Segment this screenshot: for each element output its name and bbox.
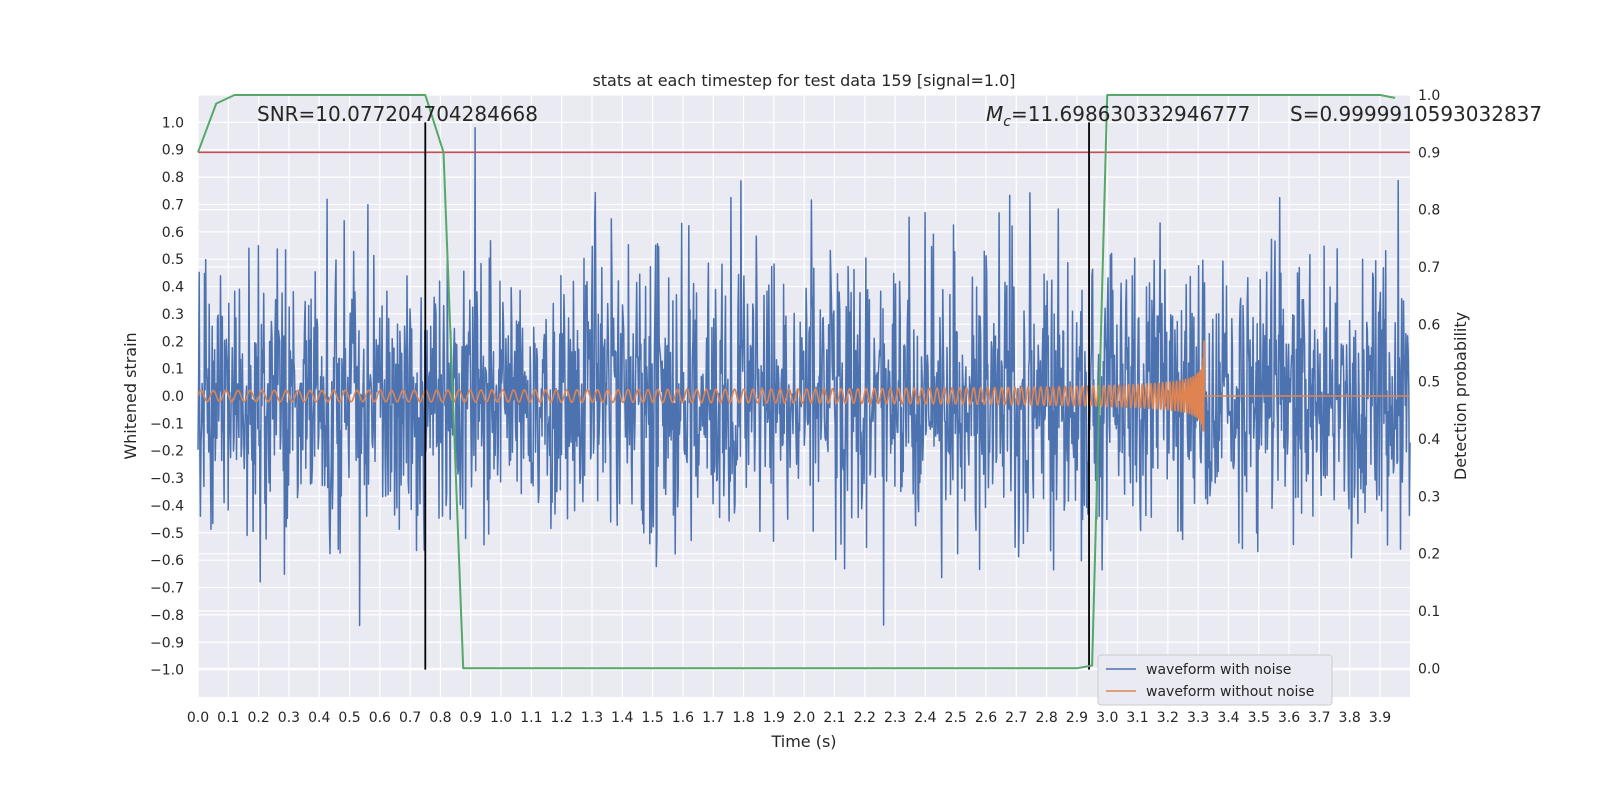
y-tick-label: 0.5: [162, 252, 184, 268]
y-right-tick-label: 0.0: [1418, 661, 1440, 677]
y-tick-label: −0.8: [150, 608, 184, 624]
y-right-tick-label: 0.5: [1418, 375, 1440, 391]
y-right-tick-label: 0.2: [1418, 547, 1440, 563]
x-tick-label: 2.6: [975, 710, 997, 726]
y-tick-label: −0.9: [150, 635, 184, 651]
x-tick-label: 2.2: [854, 710, 876, 726]
x-tick-label: 0.4: [308, 710, 330, 726]
chirp-mass-annotation: Mc=11.698630332946777: [986, 102, 1250, 130]
y-tick-label: −0.2: [150, 444, 184, 460]
legend-label-clean: waveform without noise: [1146, 684, 1314, 700]
y-tick-label: 0.7: [162, 197, 184, 213]
y-tick-label: 0.1: [162, 362, 184, 378]
series-line-probability: [197, 94, 1396, 670]
y-right-tick-label: 0.4: [1418, 432, 1440, 448]
x-tick-label: 1.9: [763, 710, 785, 726]
series-layer: [197, 127, 1411, 627]
statistic-annotation: S=0.9999910593032837: [1290, 102, 1542, 126]
y-tick-label: −0.1: [150, 416, 184, 432]
x-tick-label: 1.5: [641, 710, 663, 726]
y-tick-label: −0.7: [150, 581, 184, 597]
y-tick-label: −0.5: [150, 526, 184, 542]
tick-labels: 0.0 0.1 0.2 0.3 0.4 0.5 0.6 0.7 0.8 0.9 1.0 1.1 1.2 1…: [150, 88, 1440, 726]
x-tick-label: 0.5: [338, 710, 360, 726]
y-right-tick-label: 0.6: [1418, 317, 1440, 333]
x-tick-label: 2.8: [1035, 710, 1057, 726]
x-tick-label: 3.8: [1339, 710, 1361, 726]
y-tick-label: 0.9: [162, 143, 184, 159]
x-tick-label: 1.6: [672, 710, 694, 726]
x-tick-label: 2.9: [1066, 710, 1088, 726]
x-tick-label: 3.1: [1126, 710, 1148, 726]
x-tick-label: 0.3: [278, 710, 300, 726]
x-tick-label: 1.1: [520, 710, 542, 726]
y-right-tick-label: 0.3: [1418, 489, 1440, 505]
y-right-tick-label: 0.9: [1418, 145, 1440, 161]
y-tick-label: 0.8: [162, 170, 184, 186]
x-tick-label: 0.9: [460, 710, 482, 726]
x-tick-label: 1.0: [490, 710, 512, 726]
x-tick-label: 2.3: [884, 710, 906, 726]
x-axis-label: Time (s): [770, 732, 836, 751]
y-right-tick-label: 0.1: [1418, 604, 1440, 620]
x-tick-label: 2.7: [1005, 710, 1027, 726]
series-line-clean: [197, 340, 1410, 432]
x-tick-label: 3.7: [1308, 710, 1330, 726]
y-tick-label: 0.0: [162, 389, 184, 405]
x-tick-label: 3.0: [1096, 710, 1118, 726]
y-tick-label: −0.4: [150, 498, 184, 514]
x-tick-label: 0.7: [399, 710, 421, 726]
x-tick-label: 3.9: [1369, 710, 1391, 726]
y-tick-label: −0.6: [150, 553, 184, 569]
chirp-mass-subscript: c: [1003, 114, 1011, 130]
y-tick-label: 1.0: [162, 115, 184, 131]
x-tick-label: 0.6: [369, 710, 391, 726]
x-tick-label: 3.2: [1157, 710, 1179, 726]
x-tick-label: 0.1: [217, 710, 239, 726]
x-tick-label: 2.1: [823, 710, 845, 726]
x-tick-label: 3.6: [1278, 710, 1300, 726]
y-right-tick-label: 0.8: [1418, 203, 1440, 219]
x-tick-label: 2.5: [945, 710, 967, 726]
x-tick-label: 2.0: [793, 710, 815, 726]
x-tick-label: 0.2: [247, 710, 269, 726]
y-right-tick-label: 0.7: [1418, 260, 1440, 276]
x-tick-label: 3.5: [1248, 710, 1270, 726]
y-tick-label: −1.0: [150, 663, 184, 679]
x-tick-label: 1.2: [551, 710, 573, 726]
y-axis-right-label: Detection probability: [1451, 312, 1470, 480]
x-tick-label: 3.4: [1217, 710, 1239, 726]
legend-box: [1097, 654, 1333, 706]
x-tick-label: 1.3: [581, 710, 603, 726]
y-axis-label: Whitened strain: [121, 332, 140, 459]
x-tick-label: 0.0: [187, 710, 209, 726]
y-tick-label: 0.2: [162, 334, 184, 350]
y-tick-label: 0.6: [162, 225, 184, 241]
snr-annotation: SNR=10.077204704284668: [257, 102, 538, 126]
legend-label-noise: waveform with noise: [1146, 662, 1291, 678]
x-tick-label: 1.4: [611, 710, 633, 726]
y-right-tick-label: 1.0: [1418, 88, 1440, 104]
x-tick-label: 1.7: [702, 710, 724, 726]
chirp-mass-value: =11.698630332946777: [1011, 102, 1250, 126]
y-tick-label: −0.3: [150, 471, 184, 487]
x-tick-label: 2.4: [914, 710, 936, 726]
chart-title: stats at each timestep for test data 159…: [592, 71, 1015, 90]
legend: waveform with noise waveform without noi…: [1097, 654, 1333, 706]
y-tick-label: 0.3: [162, 307, 184, 323]
overlay-layer: [197, 94, 1410, 670]
y-tick-label: 0.4: [162, 280, 184, 296]
x-tick-label: 0.8: [429, 710, 451, 726]
x-tick-label: 3.3: [1187, 710, 1209, 726]
chirp-mass-symbol: M: [986, 102, 1003, 126]
x-tick-label: 1.8: [732, 710, 754, 726]
